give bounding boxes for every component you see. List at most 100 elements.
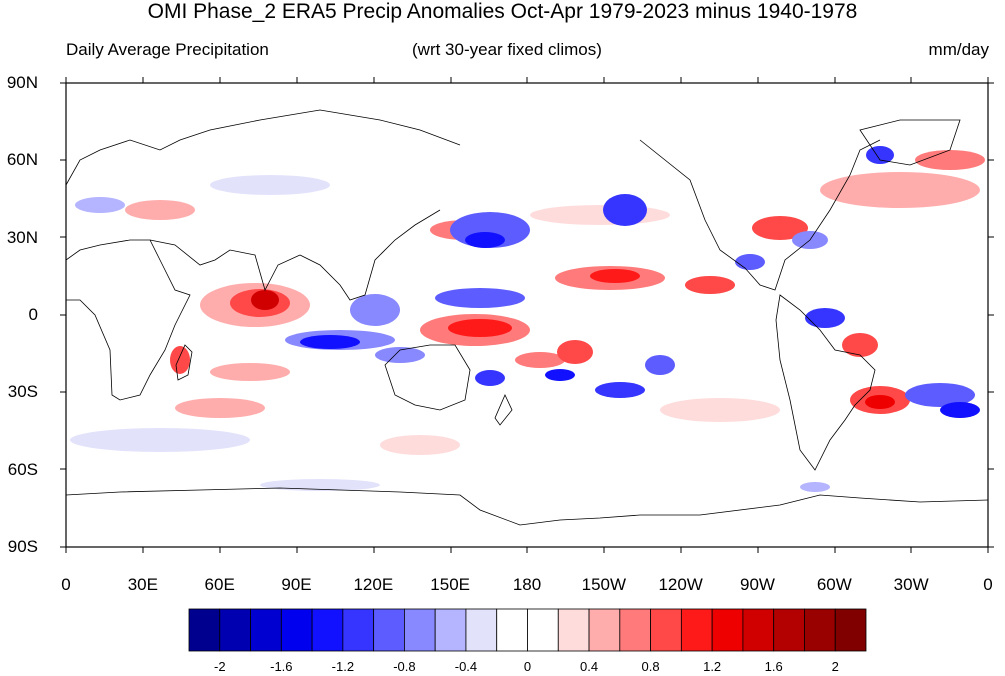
- colorbar-box: [804, 608, 836, 652]
- colorbar-box: [834, 608, 867, 652]
- subtitle-center: (wrt 30-year fixed climos): [412, 40, 602, 59]
- colorbar-box: [465, 608, 498, 652]
- subtitle-left: Daily Average Precipitation: [66, 40, 269, 59]
- colorbar-box: [404, 608, 436, 652]
- lon-tick-label: 90E: [281, 575, 312, 594]
- anomaly-blob: [251, 290, 279, 310]
- colorbar-box: [434, 608, 467, 652]
- lon-tick-label: 30W: [893, 575, 929, 594]
- colorbar-tick-label: 2: [831, 659, 839, 674]
- anomaly-blob: [805, 308, 845, 328]
- lat-tick-label: 60N: [6, 150, 38, 170]
- anomaly-blob: [210, 175, 330, 195]
- anomaly-blob: [175, 398, 265, 418]
- colorbar-box: [619, 608, 651, 652]
- colorbar-tick-label: 1.6: [764, 659, 783, 674]
- colorbar-tick-label: -0.8: [393, 659, 416, 674]
- anomaly-blob: [70, 428, 250, 452]
- coast-madagascar: [175, 344, 193, 381]
- anomaly-blob: [590, 269, 640, 283]
- anomaly-blob: [752, 216, 808, 240]
- anomaly-blob: [800, 482, 830, 492]
- colorbar-box: [496, 608, 528, 652]
- anomaly-blob: [435, 288, 525, 308]
- coast-se-asia: [299, 209, 441, 301]
- colorbar-tick-label: -1.6: [270, 659, 293, 674]
- anomaly-blob: [125, 200, 195, 220]
- anomaly-blob: [545, 369, 575, 381]
- colorbar-box: [711, 608, 744, 652]
- map-frame: [65, 82, 989, 548]
- colorbar-box: [773, 608, 805, 652]
- anomaly-blob: [375, 347, 425, 363]
- coast-new-zealand: [494, 394, 513, 426]
- colorbar-box: [250, 608, 282, 652]
- colorbar-tick-label: 0: [523, 659, 532, 674]
- lat-tick-label: 30S: [7, 382, 38, 402]
- lon-tick-label: 150W: [581, 575, 627, 594]
- anomaly-blob: [515, 352, 565, 368]
- lon-tick-label: 120E: [353, 575, 394, 594]
- units-label: mm/day: [928, 40, 989, 59]
- coast-antarctica: [66, 487, 988, 526]
- colorbar-box: [527, 608, 559, 652]
- anomaly-blob: [595, 382, 645, 398]
- lon-tick-label: 60E: [204, 575, 235, 594]
- colorbar-box: [342, 608, 375, 652]
- colorbar-box: [680, 608, 713, 652]
- colorbar-box: [188, 608, 221, 652]
- coast-greenland: [859, 119, 961, 166]
- lon-tick-label: 150E: [430, 575, 471, 594]
- anomaly-blob: [915, 150, 985, 170]
- anomaly-blob: [905, 383, 975, 407]
- coast-south-america: [775, 294, 876, 471]
- coast-australia: [384, 344, 471, 411]
- anomaly-blob: [842, 333, 878, 357]
- colorbar-box: [311, 608, 344, 652]
- anomaly-blob: [530, 205, 670, 225]
- colorbar-box: [557, 608, 590, 652]
- anomaly-blob: [645, 355, 675, 375]
- colorbar-box: [650, 608, 682, 652]
- tick-marks: [60, 77, 994, 553]
- anomaly-blob: [475, 370, 505, 386]
- lat-tick-label: 0: [28, 305, 38, 324]
- coast-arabia-india: [149, 239, 301, 292]
- anomaly-blob: [940, 402, 980, 418]
- colorbar-box: [219, 608, 251, 652]
- coast-eurasia-north: [66, 109, 461, 186]
- colorbar-box: [742, 608, 775, 652]
- anomaly-blob: [300, 335, 360, 349]
- colorbar-tick-label: 0.8: [641, 659, 660, 674]
- colorbar-box: [588, 608, 621, 652]
- lon-tick-label: 90W: [740, 575, 775, 594]
- colorbar-tick-label: -0.4: [454, 659, 478, 674]
- coast-africa: [66, 239, 191, 401]
- lat-tick-label: 30N: [6, 227, 38, 247]
- lon-tick-label: 0: [61, 575, 71, 594]
- colorbar-tick-label: 1.2: [703, 659, 722, 674]
- colorbar: [188, 608, 867, 652]
- anomaly-blob: [75, 197, 125, 213]
- lon-tick-label: 180: [512, 575, 542, 594]
- map-title: OMI Phase_2 ERA5 Precip Anomalies Oct-Ap…: [147, 0, 858, 23]
- anomaly-blob: [465, 232, 505, 248]
- anomaly-blob: [170, 346, 190, 374]
- anomaly-blob: [660, 398, 780, 422]
- colorbar-tick-label: -2: [213, 659, 226, 674]
- lat-tick-label: 90N: [6, 73, 38, 92]
- anomaly-blob: [865, 395, 895, 409]
- lat-tick-label: 90S: [7, 537, 38, 556]
- anomaly-blob: [603, 194, 647, 226]
- anomaly-blob: [820, 172, 980, 208]
- anomaly-blob: [350, 294, 400, 326]
- anomaly-blob: [685, 276, 735, 294]
- anomaly-field: [70, 146, 985, 492]
- anomaly-blob: [380, 435, 460, 455]
- colorbar-tick-label: -1.2: [331, 659, 355, 674]
- anomaly-blob: [735, 254, 765, 270]
- anomaly-blob: [210, 363, 290, 381]
- lon-tick-label: 60W: [816, 575, 852, 594]
- colorbar-box: [373, 608, 405, 652]
